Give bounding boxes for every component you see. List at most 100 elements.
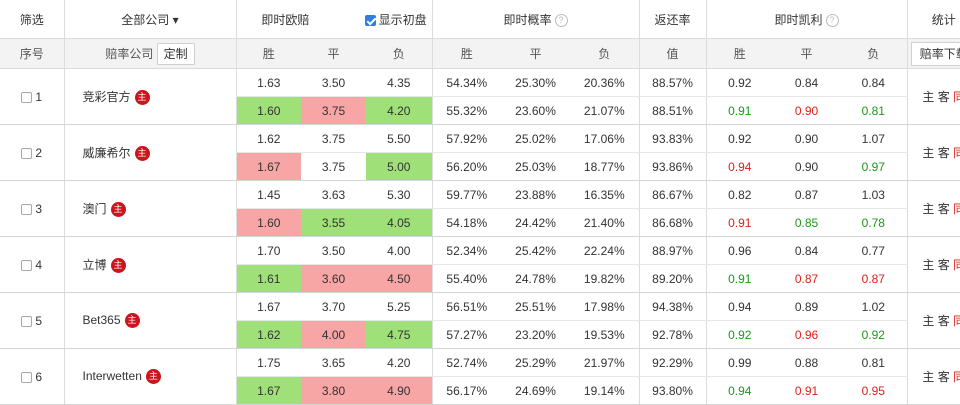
live-prob-draw: 24.78% (501, 264, 571, 293)
home-badge-icon: 主 (134, 146, 150, 162)
live-prob-lose: 21.40% (570, 208, 640, 237)
kelly-draw-header: 平 (773, 38, 841, 69)
customize-button[interactable]: 定制 (156, 42, 195, 65)
row-checkbox[interactable] (21, 91, 33, 103)
initial-prob-win: 57.92% (431, 124, 502, 153)
company-filter-dropdown[interactable]: 全部公司 ▾ (63, 0, 236, 39)
live-kelly-win: 0.92 (705, 320, 774, 349)
live-kelly-lose: 0.95 (840, 376, 908, 405)
away-stats-link[interactable]: 客 (937, 370, 950, 384)
away-stats-link[interactable]: 客 (937, 202, 950, 216)
initial-return-rate: 92.29% (638, 348, 707, 377)
same-stats-link[interactable]: 同 (953, 202, 960, 216)
live-prob-lose: 21.07% (570, 96, 640, 125)
initial-prob-lose: 22.24% (570, 236, 640, 265)
company-cell: Interwetten 主 (63, 348, 236, 405)
euro-draw-header: 平 (301, 38, 366, 69)
initial-prob-lose: 17.06% (570, 124, 640, 153)
live-return-rate: 93.86% (638, 152, 707, 181)
live-prob-win: 55.40% (431, 264, 502, 293)
stats-header: 统计 (906, 0, 960, 39)
live-kelly-win: 0.94 (705, 376, 774, 405)
same-stats-link[interactable]: 同 (953, 258, 960, 272)
live-kelly-draw: 0.90 (773, 96, 841, 125)
table-row: 3 澳门主 1.45 3.63 5.30 59.77% 23.88% 16.35% 86.67%… (0, 180, 960, 237)
stats-cell: 主 客 同 (906, 68, 960, 125)
initial-kelly-win: 0.92 (705, 124, 774, 153)
home-stats-link[interactable]: 主 (922, 258, 935, 272)
home-stats-link[interactable]: 主 (922, 202, 935, 216)
live-return-rate: 92.78% (638, 320, 707, 349)
row-index: 1 (35, 89, 43, 104)
row-checkbox[interactable] (21, 203, 33, 215)
initial-return-rate: 86.67% (638, 180, 707, 209)
company-link[interactable]: 竞彩官方 (82, 89, 131, 104)
initial-prob-lose: 16.35% (570, 180, 640, 209)
initial-odds-win: 1.70 (235, 236, 301, 265)
row-checkbox[interactable] (21, 315, 33, 327)
live-odds-lose: 4.50 (366, 264, 433, 293)
home-stats-link[interactable]: 主 (922, 314, 935, 328)
home-stats-link[interactable]: 主 (922, 146, 935, 160)
initial-prob-win: 59.77% (431, 180, 502, 209)
company-filter-label: 全部公司 (121, 12, 170, 27)
row-checkbox[interactable] (21, 371, 33, 383)
row-checkbox[interactable] (21, 259, 33, 271)
away-stats-link[interactable]: 客 (937, 258, 950, 272)
table-row: 1.60 3.75 4.20 55.32% 23.60% 21.07% 88.51% 0.91… (0, 96, 960, 125)
same-stats-link[interactable]: 同 (953, 314, 960, 328)
live-prob-win: 57.27% (431, 320, 502, 349)
live-prob-draw: 23.60% (501, 96, 571, 125)
row-select-cell: 5 (0, 292, 64, 349)
live-kelly-draw: 0.90 (773, 152, 841, 181)
odds-download-button[interactable]: 赔率下载 (910, 41, 960, 66)
company-link[interactable]: 澳门 (82, 201, 107, 216)
initial-kelly-draw: 0.89 (773, 292, 841, 321)
live-odds-win: 1.62 (235, 320, 301, 349)
home-stats-link[interactable]: 主 (922, 90, 935, 104)
initial-prob-win: 52.74% (431, 348, 502, 377)
company-link[interactable]: 立博 (82, 257, 107, 272)
show-initial-checkbox[interactable] (364, 14, 376, 26)
row-checkbox[interactable] (21, 147, 33, 159)
filter-header: 筛选 (0, 0, 64, 39)
company-cell: 威廉希尔主 (63, 124, 236, 181)
initial-prob-draw: 25.42% (501, 236, 571, 265)
help-icon[interactable]: ? (554, 13, 568, 27)
kelly-lose-header: 负 (840, 38, 908, 69)
initial-prob-win: 52.34% (431, 236, 502, 265)
initial-odds-draw: 3.75 (301, 124, 366, 153)
initial-prob-lose: 21.97% (570, 348, 640, 377)
away-stats-link[interactable]: 客 (937, 146, 950, 160)
live-euro-title: 即时欧赔 (261, 12, 310, 27)
same-stats-link[interactable]: 同 (953, 90, 960, 104)
initial-odds-win: 1.67 (235, 292, 301, 321)
live-prob-win: 54.18% (431, 208, 502, 237)
live-kelly-lose: 0.97 (840, 152, 908, 181)
stats-cell: 主 客 同 (906, 124, 960, 181)
table-row: 5 Bet365 主 1.67 3.70 5.25 56.51% 25.51% 17.98% 94… (0, 292, 960, 349)
away-stats-link[interactable]: 客 (937, 90, 950, 104)
live-return-rate: 86.68% (638, 208, 707, 237)
initial-kelly-win: 0.96 (705, 236, 774, 265)
help-icon[interactable]: ? (825, 13, 839, 27)
company-link[interactable]: Bet365 (82, 312, 121, 327)
company-link[interactable]: Interwetten (82, 368, 142, 383)
initial-odds-draw: 3.70 (301, 292, 366, 321)
show-initial-toggle[interactable]: 显示初盘 (364, 13, 427, 27)
live-odds-lose: 4.75 (366, 320, 433, 349)
same-stats-link[interactable]: 同 (953, 370, 960, 384)
live-prob-lose: 18.77% (570, 152, 640, 181)
company-cell: Bet365 主 (63, 292, 236, 349)
home-stats-link[interactable]: 主 (922, 370, 935, 384)
caret-down-icon: ▾ (172, 12, 179, 27)
same-stats-link[interactable]: 同 (953, 146, 960, 160)
company-link[interactable]: 威廉希尔 (82, 145, 131, 160)
away-stats-link[interactable]: 客 (937, 314, 950, 328)
row-select-cell: 6 (0, 348, 64, 405)
table-row: 2 威廉希尔主 1.62 3.75 5.50 57.92% 25.02% 17.06% 93.8… (0, 124, 960, 181)
table-row: 1.67 3.80 4.90 56.17% 24.69% 19.14% 93.80% 0.94… (0, 376, 960, 405)
initial-prob-lose: 20.36% (570, 68, 640, 97)
initial-kelly-lose: 1.07 (840, 124, 908, 153)
